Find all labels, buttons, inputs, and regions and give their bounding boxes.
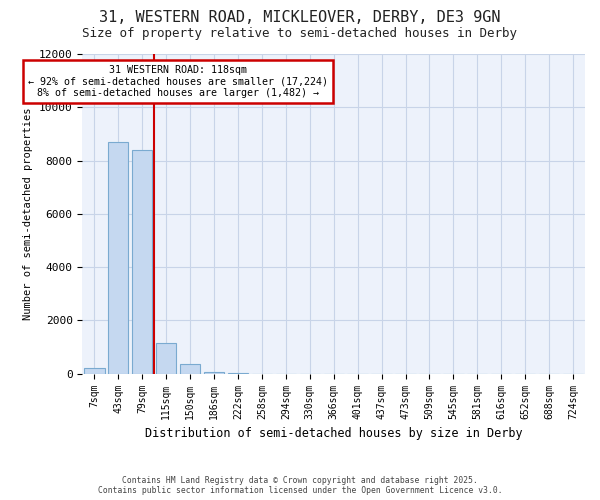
Text: 31, WESTERN ROAD, MICKLEOVER, DERBY, DE3 9GN: 31, WESTERN ROAD, MICKLEOVER, DERBY, DE3…	[99, 10, 501, 25]
Text: Size of property relative to semi-detached houses in Derby: Size of property relative to semi-detach…	[83, 28, 517, 40]
Bar	[204, 372, 224, 374]
Text: Contains HM Land Registry data © Crown copyright and database right 2025.
Contai: Contains HM Land Registry data © Crown c…	[98, 476, 502, 495]
X-axis label: Distribution of semi-detached houses by size in Derby: Distribution of semi-detached houses by …	[145, 427, 523, 440]
Bar	[108, 142, 128, 374]
Bar	[84, 368, 104, 374]
Text: 31 WESTERN ROAD: 118sqm
← 92% of semi-detached houses are smaller (17,224)
8% of: 31 WESTERN ROAD: 118sqm ← 92% of semi-de…	[28, 64, 328, 98]
Bar	[180, 364, 200, 374]
Y-axis label: Number of semi-detached properties: Number of semi-detached properties	[23, 108, 34, 320]
Bar	[132, 150, 152, 374]
Bar	[156, 343, 176, 374]
